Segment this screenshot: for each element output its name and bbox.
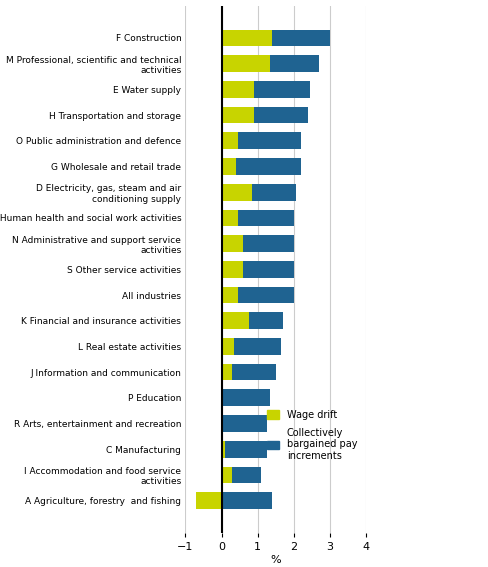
Bar xyxy=(222,492,272,509)
Bar xyxy=(222,338,234,355)
Bar xyxy=(222,235,243,252)
Bar xyxy=(222,312,249,329)
Bar xyxy=(225,441,267,458)
Bar xyxy=(222,261,243,278)
Bar xyxy=(222,287,238,303)
Bar xyxy=(222,210,238,226)
Bar xyxy=(243,261,294,278)
Bar xyxy=(272,29,330,46)
Bar xyxy=(252,184,296,201)
Bar xyxy=(270,56,319,72)
Bar xyxy=(238,210,294,226)
Bar xyxy=(222,390,224,406)
Bar xyxy=(222,415,224,432)
X-axis label: %: % xyxy=(270,555,281,565)
Bar xyxy=(232,364,276,380)
Bar xyxy=(238,133,301,149)
Bar xyxy=(254,107,308,124)
Bar xyxy=(222,441,225,458)
Bar xyxy=(236,158,301,175)
Bar xyxy=(196,492,222,509)
Bar xyxy=(222,107,254,124)
Bar xyxy=(222,364,232,380)
Bar xyxy=(224,390,270,406)
Bar xyxy=(222,56,270,72)
Bar xyxy=(222,133,238,149)
Legend: Wage drift, Collectively
bargained pay
increments: Wage drift, Collectively bargained pay i… xyxy=(264,406,361,465)
Bar xyxy=(243,235,294,252)
Bar xyxy=(222,158,236,175)
Bar xyxy=(254,81,310,98)
Bar xyxy=(224,415,267,432)
Bar xyxy=(238,287,294,303)
Bar xyxy=(222,467,232,483)
Bar xyxy=(249,312,283,329)
Bar xyxy=(222,81,254,98)
Bar xyxy=(234,338,281,355)
Bar xyxy=(222,184,252,201)
Bar xyxy=(222,29,272,46)
Bar xyxy=(232,467,261,483)
